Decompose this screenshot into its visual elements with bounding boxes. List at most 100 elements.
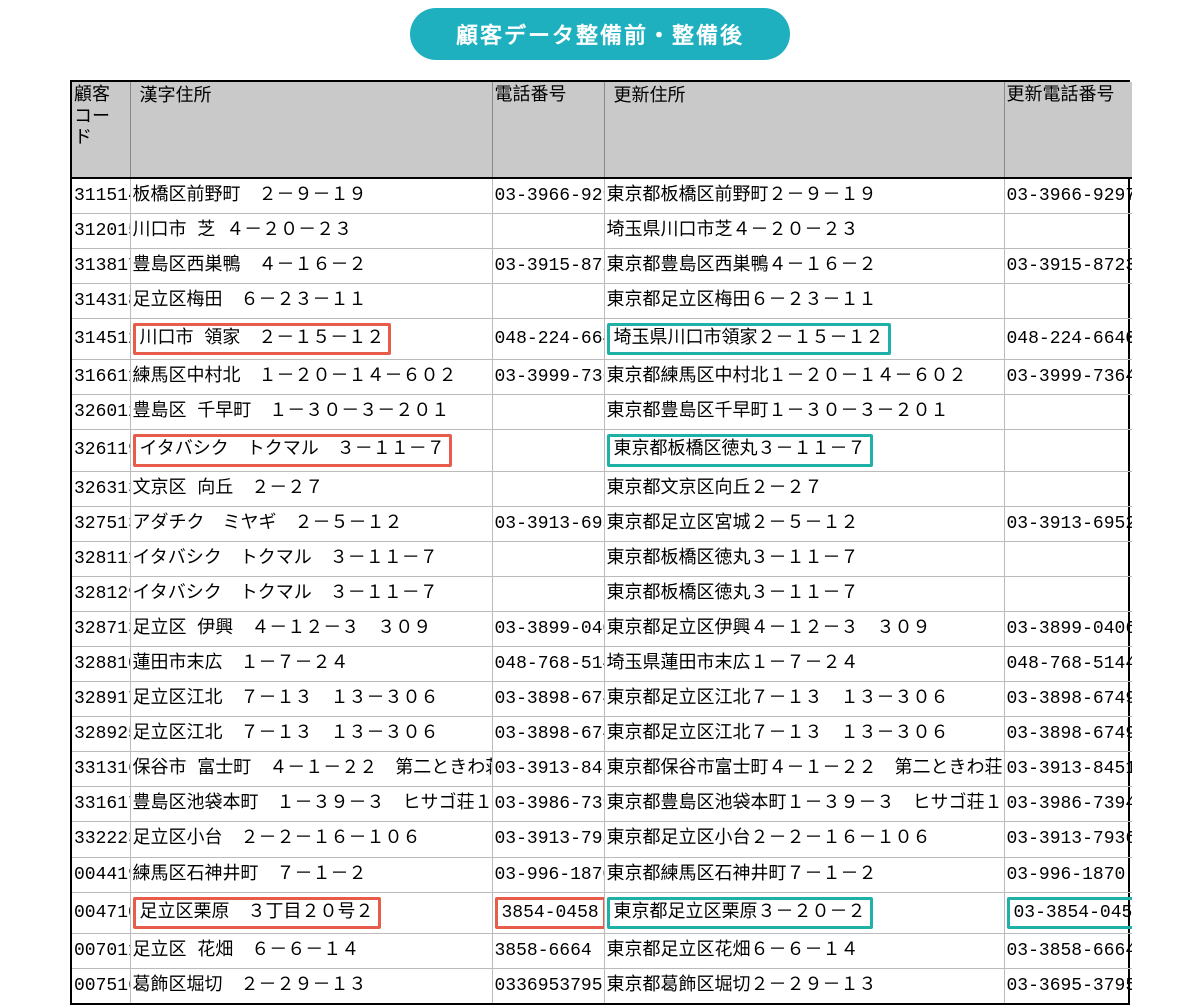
table-row: 312015川口市 芝 ４－２０－２３埼玉県川口市芝４－２０－２３	[72, 213, 1132, 248]
cell-code: 328917	[72, 682, 130, 717]
data-table: 顧客コード 漢字住所 電話番号 更新住所 更新電話番号 311	[72, 82, 1132, 1003]
cell-tel1: 048-224-6640	[492, 319, 604, 360]
table-row: 332223足立区小台 ２－２－１６－１０６03-3913-7936東京都足立区…	[72, 822, 1132, 857]
cell-addr2: 東京都葛飾区堀切２－２９－１３	[604, 968, 1004, 1003]
cell-addr2: 東京都板橋区徳丸３－１１－７	[604, 541, 1004, 576]
cell-tel1: 03-3898-6749	[492, 717, 604, 752]
table-body: 311514板橋区前野町 ２－９－１９03-3966-9297東京都板橋区前野町…	[72, 178, 1132, 1003]
cell-addr2: 東京都足立区小台２－２－１６－１０６	[604, 822, 1004, 857]
cell-addr2: 東京都足立区江北７－１３ １３－３０６	[604, 717, 1004, 752]
cell-addr2: 東京都足立区伊興４－１２－３ ３０９	[604, 611, 1004, 646]
cell-tel1	[492, 395, 604, 430]
table-row: 311514板橋区前野町 ２－９－１９03-3966-9297東京都板橋区前野町…	[72, 178, 1132, 214]
cell-addr1: 足立区梅田 ６－２３－１１	[130, 284, 492, 319]
cell-addr1: 足立区 伊興 ４－１２－３ ３０９	[130, 611, 492, 646]
cell-tel2: 03-3999-7364	[1004, 360, 1132, 395]
highlight: イタバシク トクマル ３－１１－７	[133, 434, 452, 466]
cell-addr1: 足立区江北 ７－１３ １３－３０６	[130, 717, 492, 752]
cell-tel1: 03-3913-6952	[492, 506, 604, 541]
cell-addr2: 東京都足立区花畑６－６－１４	[604, 933, 1004, 968]
cell-tel2: 03-3966-9297	[1004, 178, 1132, 214]
cell-addr1: 練馬区中村北 １－２０－１４－６０２	[130, 360, 492, 395]
cell-tel1: 3854-0458	[492, 892, 604, 933]
table-row: 004419練馬区石神井町 ７－１－２03-996-1870東京都練馬区石神井町…	[72, 857, 1132, 892]
cell-code: 004419	[72, 857, 130, 892]
col-header-tel2: 更新電話番号	[1004, 82, 1132, 178]
cell-tel1	[492, 284, 604, 319]
data-table-container: 顧客コード 漢字住所 電話番号 更新住所 更新電話番号 311	[70, 80, 1130, 1005]
cell-addr1: イタバシク トクマル ３－１１－７	[130, 430, 492, 471]
col-header-tel1: 電話番号	[492, 82, 604, 178]
cell-addr2: 東京都板橋区徳丸３－１１－７	[604, 430, 1004, 471]
col-header-addr1-label: 漢字住所	[133, 84, 219, 112]
table-row: 328111イタバシク トクマル ３－１１－７東京都板橋区徳丸３－１１－７	[72, 541, 1132, 576]
cell-tel2	[1004, 395, 1132, 430]
cell-tel2: 048-768-5144	[1004, 647, 1132, 682]
cell-addr2: 東京都板橋区徳丸３－１１－７	[604, 576, 1004, 611]
cell-addr1: 足立区 花畑 ６－６－１４	[130, 933, 492, 968]
cell-code: 332223	[72, 822, 130, 857]
cell-tel2	[1004, 541, 1132, 576]
cell-tel2: 03-3695-3795	[1004, 968, 1132, 1003]
cell-addr2: 東京都足立区栗原３－２０－２	[604, 892, 1004, 933]
highlight: 川口市 領家 ２－１５－１２	[133, 323, 392, 355]
col-header-addr1: 漢字住所	[130, 82, 492, 178]
cell-tel1: 03-996-1870	[492, 857, 604, 892]
cell-tel1: 03-3999-7364	[492, 360, 604, 395]
table-row: 314318足立区梅田 ６－２３－１１東京都足立区梅田６－２３－１１	[72, 284, 1132, 319]
cell-addr1: イタバシク トクマル ３－１１－７	[130, 576, 492, 611]
cell-addr1: 豊島区池袋本町 １－３９－３ ヒサゴ荘１０２号	[130, 787, 492, 822]
table-row: 326119イタバシク トクマル ３－１１－７ 東京都板橋区徳丸３－１１－７	[72, 430, 1132, 471]
col-header-addr2-label: 更新住所	[607, 84, 693, 112]
cell-tel1: 0336953795	[492, 968, 604, 1003]
cell-code: 007516	[72, 968, 130, 1003]
cell-tel2: 03-3858-6664	[1004, 933, 1132, 968]
cell-addr2: 東京都足立区江北７－１３ １３－３０６	[604, 682, 1004, 717]
table-row: 328713足立区 伊興 ４－１２－３ ３０９03-3899-0406東京都足立…	[72, 611, 1132, 646]
cell-code: 004710	[72, 892, 130, 933]
table-row: 314512川口市 領家 ２－１５－１２048-224-6640埼玉県川口市領家…	[72, 319, 1132, 360]
cell-tel1: 03-3899-0406	[492, 611, 604, 646]
table-row: 331316保谷市 富士町 ４－１－２２ 第二ときわ荘03-3913-8451東…	[72, 752, 1132, 787]
cell-tel2: 048-224-6640	[1004, 319, 1132, 360]
cell-tel1: 048-768-5144	[492, 647, 604, 682]
cell-tel2: 03-3913-6952	[1004, 506, 1132, 541]
cell-code: 327513	[72, 506, 130, 541]
cell-code: 326119	[72, 430, 130, 471]
cell-addr2: 東京都足立区梅田６－２３－１１	[604, 284, 1004, 319]
cell-code: 314512	[72, 319, 130, 360]
cell-addr2: 東京都文京区向丘２－２７	[604, 471, 1004, 506]
highlight: 東京都板橋区徳丸３－１１－７	[607, 434, 873, 466]
cell-addr1: 葛飾区堀切 ２－２９－１３	[130, 968, 492, 1003]
cell-addr1: 川口市 芝 ４－２０－２３	[130, 213, 492, 248]
col-header-code: 顧客コード	[72, 82, 130, 178]
cell-addr1: 豊島区 千早町 １－３０－３－２０１	[130, 395, 492, 430]
highlight: 3854-0458	[495, 897, 605, 929]
table-row: 328917足立区江北 ７－１３ １３－３０６03-3898-6749東京都足立…	[72, 682, 1132, 717]
cell-tel2	[1004, 284, 1132, 319]
col-header-tel2-label: 更新電話番号	[1007, 86, 1115, 106]
cell-tel1: 03-3913-7936	[492, 822, 604, 857]
cell-tel2	[1004, 576, 1132, 611]
table-row: 313817豊島区西巣鴨 ４－１６－２03-3915-8723東京都豊島区西巣鴨…	[72, 248, 1132, 283]
cell-addr1: 文京区 向丘 ２－２７	[130, 471, 492, 506]
cell-addr2: 東京都保谷市富士町４－１－２２ 第二ときわ荘	[604, 752, 1004, 787]
cell-code: 331617	[72, 787, 130, 822]
cell-tel2: 03-3913-7936	[1004, 822, 1132, 857]
page-title: 顧客データ整備前・整備後	[410, 8, 790, 60]
cell-code: 316611	[72, 360, 130, 395]
cell-addr2: 埼玉県川口市芝４－２０－２３	[604, 213, 1004, 248]
highlight: 埼玉県川口市領家２－１５－１２	[607, 323, 891, 355]
cell-code: 328111	[72, 541, 130, 576]
cell-tel2: 03-3913-8451	[1004, 752, 1132, 787]
table-row: 328925足立区江北 ７－１３ １３－３０６03-3898-6749東京都足立…	[72, 717, 1132, 752]
cell-tel2: 03-3854-0458	[1004, 892, 1132, 933]
cell-addr2: 埼玉県蓮田市末広１－７－２４	[604, 647, 1004, 682]
table-row: 326313文京区 向丘 ２－２７東京都文京区向丘２－２７	[72, 471, 1132, 506]
cell-tel1	[492, 213, 604, 248]
cell-addr2: 東京都足立区宮城２－５－１２	[604, 506, 1004, 541]
cell-tel2: 03-3899-0406	[1004, 611, 1132, 646]
cell-tel2: 03-3898-6749	[1004, 717, 1132, 752]
table-row: 331617豊島区池袋本町 １－３９－３ ヒサゴ荘１０２号03-3986-739…	[72, 787, 1132, 822]
cell-tel1: 03-3898-6749	[492, 682, 604, 717]
